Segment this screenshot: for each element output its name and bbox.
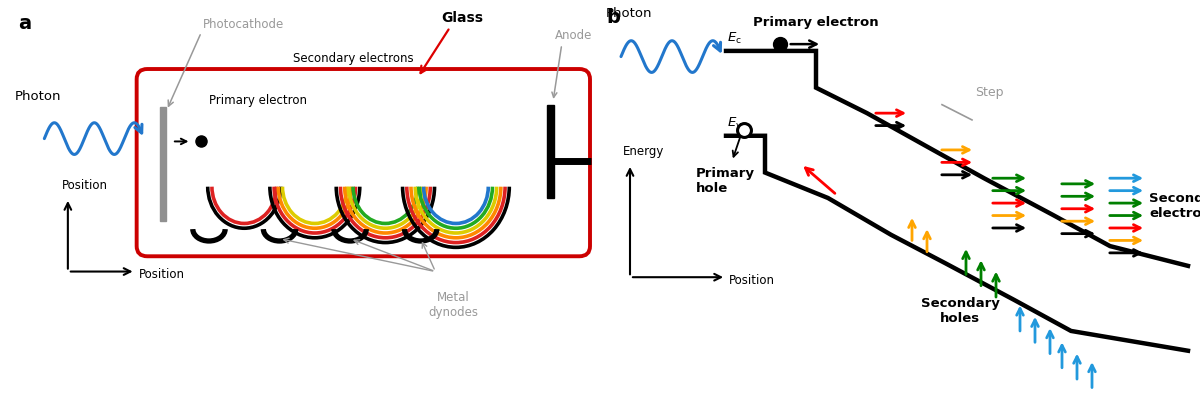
Text: Secondary
electrons: Secondary electrons — [1150, 192, 1200, 221]
Text: Photon: Photon — [606, 7, 653, 20]
Text: Photocathode: Photocathode — [203, 18, 284, 31]
Bar — [160, 107, 166, 221]
Text: Primary electron: Primary electron — [209, 95, 307, 107]
Text: Anode: Anode — [554, 29, 593, 42]
FancyBboxPatch shape — [137, 69, 590, 256]
Text: Secondary electrons: Secondary electrons — [293, 52, 413, 65]
Text: b: b — [606, 8, 620, 27]
Bar — [547, 105, 553, 198]
Text: Position: Position — [62, 179, 108, 192]
Text: $E_\mathrm{v}$: $E_\mathrm{v}$ — [727, 116, 743, 131]
Text: Energy: Energy — [623, 145, 664, 158]
Text: Position: Position — [730, 274, 775, 287]
Text: Primary electron: Primary electron — [754, 16, 878, 29]
Text: a: a — [18, 14, 31, 33]
Text: Photon: Photon — [14, 89, 61, 103]
Text: Primary
hole: Primary hole — [696, 167, 755, 195]
Text: Metal
dynodes: Metal dynodes — [428, 291, 478, 319]
Text: Secondary
holes: Secondary holes — [920, 297, 1000, 325]
Text: Glass: Glass — [442, 11, 484, 25]
Text: $E_\mathrm{c}$: $E_\mathrm{c}$ — [727, 31, 742, 46]
Text: Position: Position — [138, 268, 185, 281]
Text: Step: Step — [974, 86, 1003, 99]
